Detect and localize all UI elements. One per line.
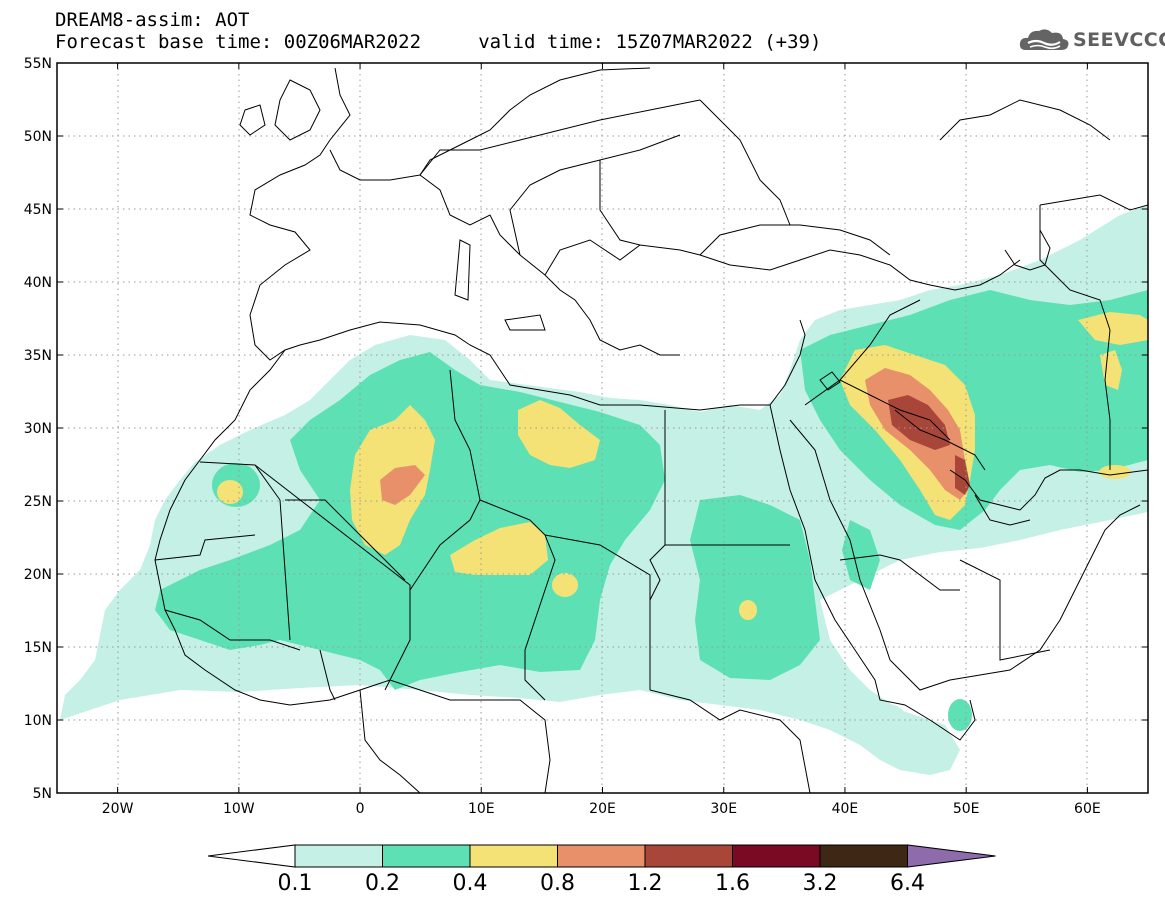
lat-label-20n: 20N [24, 567, 52, 583]
gridlines [57, 63, 1148, 793]
colorbar-label: 0.2 [365, 871, 400, 896]
colorbar-label: 0.1 [278, 871, 313, 896]
colorbar: 0.1 0.2 0.4 0.8 1.2 1.6 3.2 6.4 [207, 844, 996, 896]
colorbar-segment [382, 844, 471, 868]
colorbar-segment [819, 844, 908, 868]
colorbar-label: 1.2 [628, 871, 663, 896]
lon-label-60e: 60E [1074, 801, 1101, 817]
lon-label-10e: 10E [468, 801, 495, 817]
colorbar-label: 6.4 [890, 871, 925, 896]
lat-label-45n: 45N [24, 202, 52, 218]
lat-label-15n: 15N [24, 640, 52, 656]
lat-label-40n: 40N [24, 275, 52, 291]
axis-ticks [57, 62, 1148, 794]
latitude-labels: 55N 50N 45N 40N 35N 30N 25N 20N 15N 10N 5N [24, 56, 52, 802]
coastlines-and-borders [154, 67, 1148, 793]
longitude-labels: 20W 10W 0 10E 20E 30E 40E 50E 60E [102, 801, 1101, 817]
colorbar-label: 1.6 [715, 871, 750, 896]
lat-label-25n: 25N [24, 494, 52, 510]
colorbar-segment [644, 844, 733, 868]
lon-label-30e: 30E [710, 801, 737, 817]
lat-label-50n: 50N [24, 129, 52, 145]
lat-label-10n: 10N [24, 713, 52, 729]
aot-field [60, 205, 1148, 775]
title-line-1: DREAM8-assim: AOT [55, 9, 250, 31]
colorbar-label: 3.2 [803, 871, 838, 896]
colorbar-label: 0.4 [453, 871, 488, 896]
brand-logo: SEEVCCC [1018, 26, 1165, 54]
lon-label-10w: 10W [223, 801, 255, 817]
colorbar-segment [732, 844, 821, 868]
lon-label-50e: 50E [953, 801, 980, 817]
lon-label-20w: 20W [102, 801, 134, 817]
colorbar-segment [294, 844, 383, 868]
lat-label-5n: 5N [33, 786, 52, 802]
cloud-logo-icon [1019, 29, 1069, 50]
colorbar-segment [557, 844, 646, 868]
lon-label-20e: 20E [589, 801, 616, 817]
lat-label-35n: 35N [24, 348, 52, 364]
colorbar-over-triangle [907, 844, 996, 868]
colorbar-label: 0.8 [540, 871, 575, 896]
title-line-2: Forecast base time: 00Z06MAR2022 valid t… [55, 31, 822, 53]
lon-label-40e: 40E [832, 801, 859, 817]
colorbar-segment [469, 844, 558, 868]
lon-label-0: 0 [356, 801, 365, 817]
brand-name: SEEVCCC [1073, 29, 1165, 51]
colorbar-under-triangle [207, 844, 296, 868]
lat-label-55n: 55N [24, 56, 52, 72]
lat-label-30n: 30N [24, 421, 52, 437]
